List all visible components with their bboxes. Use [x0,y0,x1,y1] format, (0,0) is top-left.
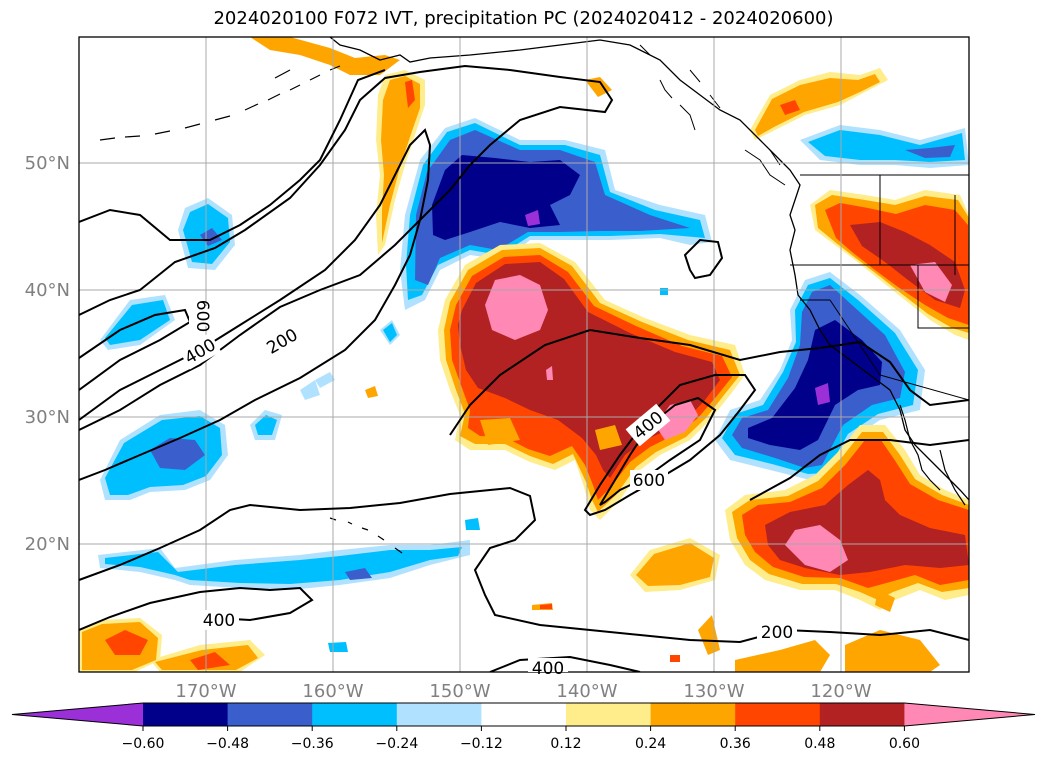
colorbar-segment [650,703,736,726]
pos-region-central-l5 [485,275,548,340]
pos-region-central-l5b [655,400,698,440]
neg-region-band-3 [345,568,372,580]
colorbar-tick-label: −0.36 [291,736,334,752]
colorbar-segment [143,703,229,726]
neg-region-bc-3 [905,145,955,158]
lat-label-30n: 30°N [25,407,70,428]
colorbar-tick-label: 0.60 [889,736,920,752]
lat-label-50n: 50°N [25,153,70,174]
contour-label-400-south: 400 [203,611,235,631]
colorbar-tick-label: 0.48 [804,736,835,752]
colorbar-segment [396,703,482,726]
neg-region-coast-l5 [815,383,830,405]
gridlines [79,37,969,672]
colorbar: −0.60 −0.48 −0.36 −0.24 −0.12 0.12 0.24 0.36 0.4… [11,702,1036,752]
contour-label-200-southeast: 200 [761,623,793,643]
pos-region-gulf-3 [405,80,415,108]
shaded-fields [79,37,969,672]
colorbar-tick-label: −0.12 [460,736,503,752]
aleutian-islands [99,65,341,141]
colorbar-segment [566,703,652,726]
neg-region-north-l5 [525,210,540,226]
coastline-bc-islands [639,44,786,186]
state-borders [790,174,969,401]
colorbar-tick-label: 0.12 [550,736,581,752]
colorbar-tick-label: −0.24 [375,736,418,752]
ivt-contours [79,64,969,672]
pos-region-bc-coast-3 [780,100,800,115]
contour-label-group: 600 400 200 400 600 400 200 400 [178,300,797,679]
neg-region-north-l4 [432,155,580,240]
colorbar-tick-label: 0.36 [720,736,751,752]
colorbar-tick-label: −0.48 [206,736,249,752]
lat-label-20n: 20°N [25,534,70,555]
lon-label-170w: 170°W [175,681,236,702]
pos-region-se-l5 [785,525,848,572]
colorbar-segment [481,703,567,726]
neg-region-west-3c [150,438,205,470]
contour-label-600-central: 600 [633,471,665,491]
pos-region-sm-2 [365,386,940,672]
pos-region-gulf-2 [381,76,420,243]
contour-label-400-bottom: 400 [532,659,564,679]
contour-label-600-west: 600 [192,300,212,332]
pos-region-sm-1b [636,543,714,586]
colorbar-tick-label: 0.24 [635,736,666,752]
pos-region-bc-coast-2 [755,74,880,136]
pos-region-sw-l3 [105,630,230,670]
pos-region-alaska [250,37,400,75]
lon-label-120w: 120°W [810,681,871,702]
colorbar-segment [819,703,905,726]
lat-label-40n: 40°N [25,280,70,301]
coastline-baja [899,404,966,506]
lon-label-140w: 140°W [556,681,617,702]
colorbar-extend-min [12,703,143,726]
colorbar-segment [312,703,398,726]
map-title: 2024020100 F072 IVT, precipitation PC (2… [213,8,834,29]
colorbar-tick-label: −0.60 [122,736,165,752]
lon-label-130w: 130°W [683,681,744,702]
colorbar-segment [735,703,821,726]
pos-region-nw-l5 [910,262,952,302]
lon-label-160w: 160°W [302,681,363,702]
lon-label-150w: 150°W [429,681,490,702]
colorbar-segment [227,703,313,726]
pos-region-top-small [585,77,612,97]
neg-region-band-2 [105,547,462,584]
neg-region-west-4b [255,415,277,435]
map-frame [78,36,970,673]
pos-region-central-speck [546,366,553,380]
colorbar-extend-max [904,703,1035,726]
coastline-north-america [329,37,969,501]
